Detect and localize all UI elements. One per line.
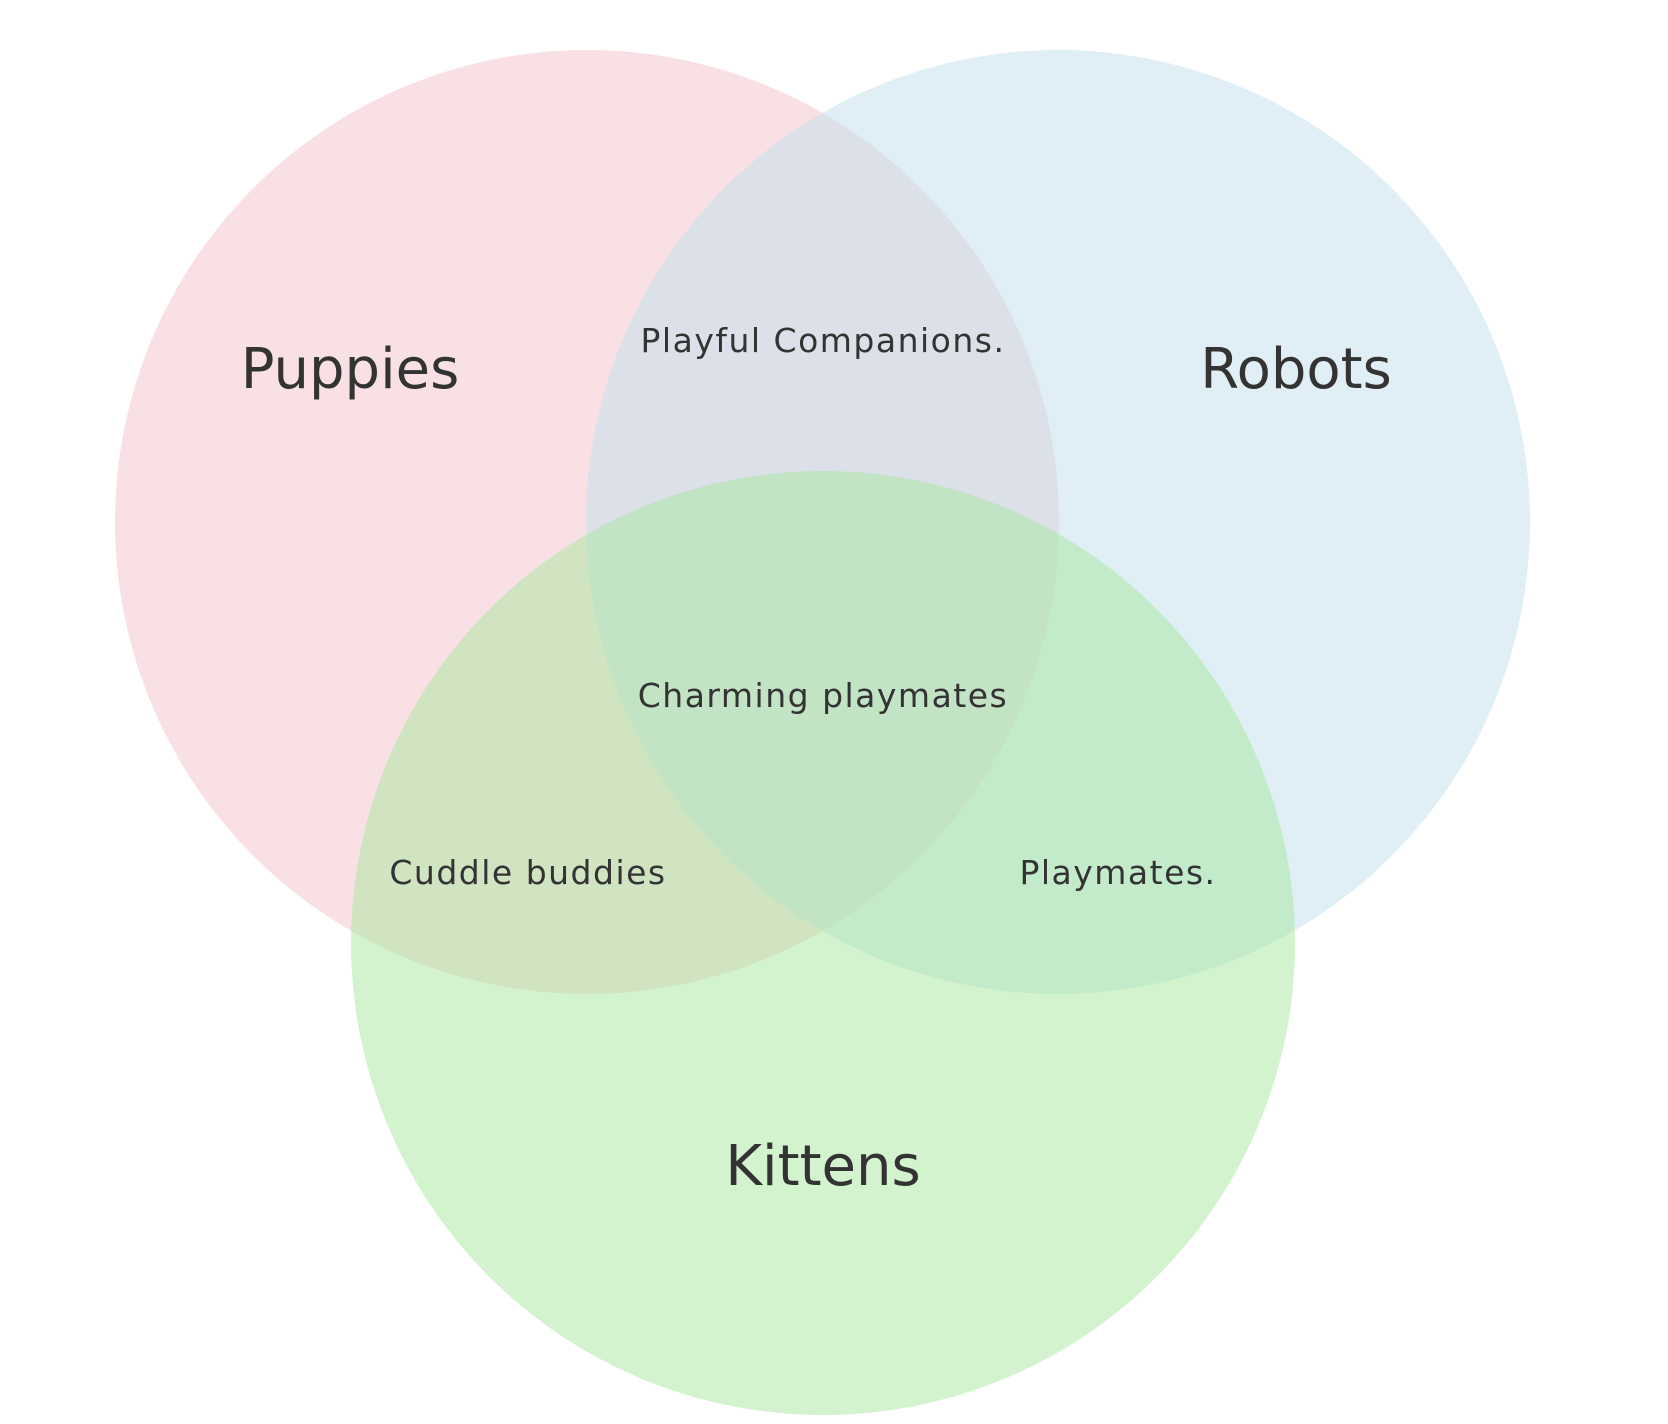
kittens-label: Kittens [725,1134,920,1199]
set-labels: Puppies Robots Kittens [241,337,1392,1199]
puppies-kittens-overlap-label: Cuddle buddies [389,853,666,892]
center-overlap-label: Charming playmates [638,676,1009,715]
puppies-label: Puppies [241,337,460,402]
kittens-circle [351,471,1295,1415]
puppies-robots-overlap-label: Playful Companions. [641,321,1006,360]
robots-kittens-overlap-label: Playmates. [1019,853,1216,892]
robots-label: Robots [1200,337,1392,402]
region-labels: Playful Companions. Charming playmates C… [389,321,1216,892]
circles-group [115,50,1530,1415]
